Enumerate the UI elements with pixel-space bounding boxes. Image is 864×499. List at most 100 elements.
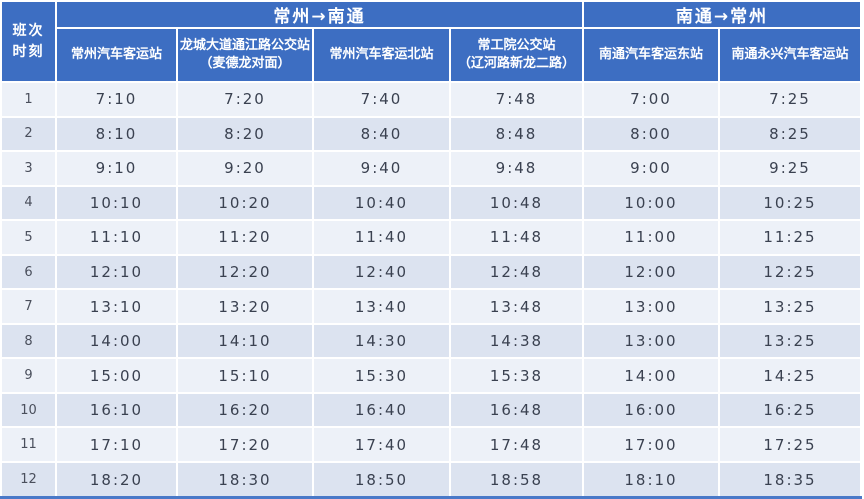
station-subname: （麦德龙对面）: [199, 56, 291, 71]
time-cell: 10:10: [55, 184, 178, 222]
table-row: 11 17:10 17:20 17:40 17:48 17:00 17:25: [0, 426, 862, 464]
time-cell: 7:10: [55, 81, 178, 118]
time-cell: 16:40: [312, 391, 451, 429]
time-cell: 18:10: [582, 461, 720, 499]
station-name: 常州汽车客运北站: [329, 47, 434, 63]
time-cell: 8:20: [176, 115, 314, 153]
station-header-nantong-yongxing: 南通永兴汽车客运站: [718, 27, 862, 83]
time-cell: 16:25: [718, 391, 862, 429]
station-name: 常工院公交站: [477, 38, 556, 54]
table-row: 12 18:20 18:30 18:50 18:58 18:10 18:35: [0, 461, 862, 499]
time-cell: 9:25: [718, 150, 862, 187]
row-number-cell: 4: [0, 184, 57, 222]
time-cell: 14:25: [718, 357, 862, 394]
time-cell: 14:30: [312, 322, 451, 360]
time-cell: 10:00: [582, 184, 720, 222]
station-header-longcheng-tongjiang: 龙城大道通江路公交站 （麦德龙对面）: [176, 27, 314, 83]
schedule-corner-header: 班次 时刻: [0, 0, 57, 83]
time-cell: 11:40: [312, 219, 451, 256]
time-cell: 10:48: [449, 184, 584, 222]
time-cell: 7:40: [312, 81, 451, 118]
time-cell: 11:48: [449, 219, 584, 256]
time-cell: 12:25: [718, 253, 862, 291]
row-number-cell: 2: [0, 115, 57, 153]
time-cell: 15:10: [176, 357, 314, 394]
station-subname: （辽河路新龙二路）: [457, 56, 575, 71]
time-cell: 11:20: [176, 219, 314, 256]
time-cell: 17:00: [582, 426, 720, 464]
time-cell: 8:00: [582, 115, 720, 153]
row-number-cell: 12: [0, 461, 57, 499]
time-cell: 13:40: [312, 288, 451, 325]
time-cell: 11:25: [718, 219, 862, 256]
time-cell: 12:48: [449, 253, 584, 291]
time-cell: 17:40: [312, 426, 451, 464]
time-cell: 9:48: [449, 150, 584, 187]
direction-group-nantong-to-changzhou: 南通→常州: [582, 0, 862, 29]
time-cell: 12:10: [55, 253, 178, 291]
timetable-header: 班次 时刻 常州→南通 南通→常州 常州汽车客运站 龙城大道通江路公交站 （麦德…: [0, 0, 862, 83]
time-cell: 17:48: [449, 426, 584, 464]
corner-line1: 班次: [12, 23, 45, 40]
row-number-cell: 5: [0, 219, 57, 256]
time-cell: 7:48: [449, 81, 584, 118]
time-cell: 14:10: [176, 322, 314, 360]
time-cell: 13:25: [718, 288, 862, 325]
direction-group-changzhou-to-nantong: 常州→南通: [55, 0, 584, 29]
table-row: 6 12:10 12:20 12:40 12:48 12:00 12:25: [0, 253, 862, 291]
time-cell: 15:30: [312, 357, 451, 394]
row-number-cell: 8: [0, 322, 57, 360]
time-cell: 18:50: [312, 461, 451, 499]
time-cell: 18:20: [55, 461, 178, 499]
station-name: 南通汽车客运东站: [598, 47, 703, 63]
table-row: 5 11:10 11:20 11:40 11:48 11:00 11:25: [0, 219, 862, 256]
station-header-changgongyuan: 常工院公交站 （辽河路新龙二路）: [449, 27, 584, 83]
station-header-nantong-east: 南通汽车客运东站: [582, 27, 720, 83]
station-name: 龙城大道通江路公交站: [179, 38, 310, 54]
corner-line2: 时刻: [12, 43, 45, 60]
table-row: 8 14:00 14:10 14:30 14:38 13:00 13:25: [0, 322, 862, 360]
table-row: 9 15:00 15:10 15:30 15:38 14:00 14:25: [0, 357, 862, 394]
time-cell: 10:20: [176, 184, 314, 222]
time-cell: 11:00: [582, 219, 720, 256]
row-number-cell: 11: [0, 426, 57, 464]
time-cell: 8:48: [449, 115, 584, 153]
time-cell: 9:10: [55, 150, 178, 187]
time-cell: 7:20: [176, 81, 314, 118]
time-cell: 15:00: [55, 357, 178, 394]
time-cell: 16:00: [582, 391, 720, 429]
time-cell: 15:38: [449, 357, 584, 394]
time-cell: 16:10: [55, 391, 178, 429]
time-cell: 9:20: [176, 150, 314, 187]
time-cell: 14:38: [449, 322, 584, 360]
time-cell: 16:20: [176, 391, 314, 429]
time-cell: 18:30: [176, 461, 314, 499]
time-cell: 14:00: [582, 357, 720, 394]
time-cell: 9:00: [582, 150, 720, 187]
station-header-changzhou-main: 常州汽车客运站: [55, 27, 178, 83]
time-cell: 18:58: [449, 461, 584, 499]
time-cell: 7:00: [582, 81, 720, 118]
time-cell: 16:48: [449, 391, 584, 429]
time-cell: 13:20: [176, 288, 314, 325]
row-number-cell: 1: [0, 81, 57, 118]
table-row: 1 7:10 7:20 7:40 7:48 7:00 7:25: [0, 81, 862, 118]
row-number-cell: 10: [0, 391, 57, 429]
time-cell: 10:25: [718, 184, 862, 222]
time-cell: 17:10: [55, 426, 178, 464]
timetable-body: 1 7:10 7:20 7:40 7:48 7:00 7:25 2 8:10 8:20 8:40 8:…: [0, 81, 862, 499]
time-cell: 12:00: [582, 253, 720, 291]
time-cell: 8:40: [312, 115, 451, 153]
time-cell: 13:25: [718, 322, 862, 360]
station-name: 常州汽车客运站: [70, 47, 162, 63]
time-cell: 18:35: [718, 461, 862, 499]
time-cell: 12:40: [312, 253, 451, 291]
row-number-cell: 3: [0, 150, 57, 187]
station-name: 南通永兴汽车客运站: [731, 47, 849, 63]
time-cell: 13:00: [582, 322, 720, 360]
table-row: 10 16:10 16:20 16:40 16:48 16:00 16:25: [0, 391, 862, 429]
time-cell: 13:10: [55, 288, 178, 325]
table-row: 7 13:10 13:20 13:40 13:48 13:00 13:25: [0, 288, 862, 325]
